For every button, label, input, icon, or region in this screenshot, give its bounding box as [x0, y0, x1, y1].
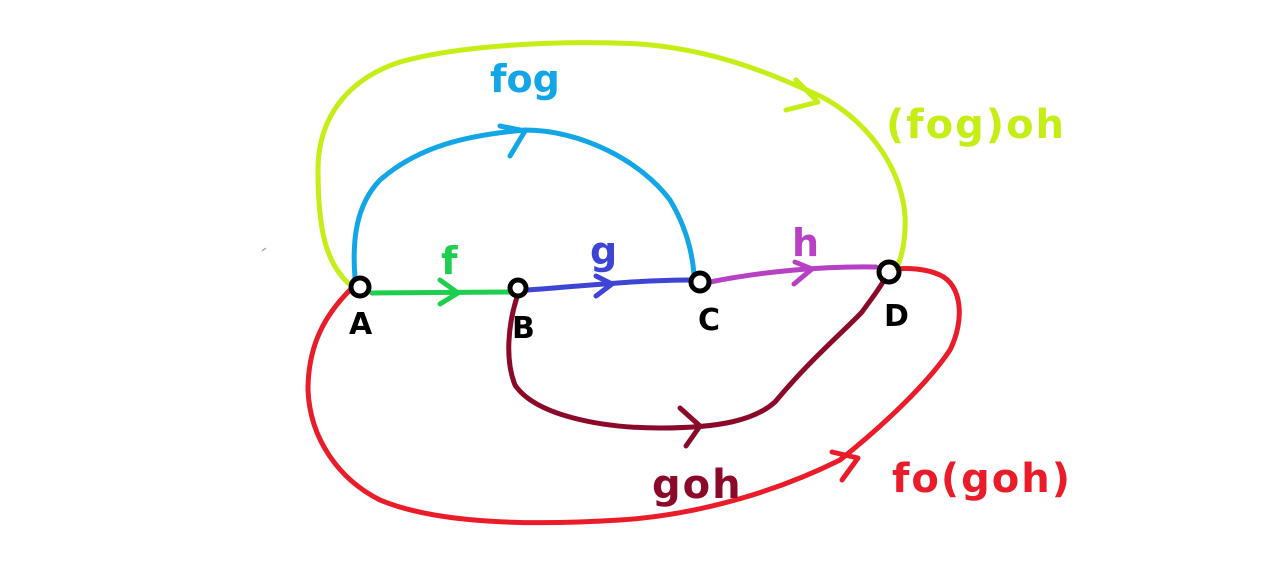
edge-fog-oh: [315, 40, 908, 286]
label-f-goh: fo(goh): [892, 456, 1072, 502]
arrow-fog: [497, 123, 528, 159]
label-g: g: [590, 229, 617, 273]
node-d-circle: [876, 259, 902, 285]
label-f: f: [441, 239, 458, 283]
arrow-g: [593, 273, 615, 299]
edge-f: [369, 289, 513, 296]
node-b-label: B: [512, 311, 535, 346]
node-d-label: D: [884, 299, 909, 334]
node-c-circle: [688, 270, 712, 294]
arrow-f: [437, 277, 461, 307]
arrow-goh: [677, 405, 703, 449]
edge-fog: [351, 127, 697, 281]
edge-h: [707, 264, 879, 285]
edge-goh: [506, 277, 887, 431]
node-b-circle: [507, 277, 529, 299]
label-fog-oh: (fog)oh: [886, 102, 1066, 148]
label-h: h: [792, 221, 819, 265]
stray-mark: [261, 247, 267, 252]
arrow-fog-oh: [783, 77, 821, 113]
label-goh: goh: [652, 462, 743, 508]
node-a-label: A: [349, 307, 373, 342]
arrow-f-goh: [829, 449, 861, 483]
edge-f-goh: [305, 266, 962, 526]
label-fog: fog: [490, 57, 560, 101]
node-c-label: C: [698, 303, 720, 338]
node-a-circle: [348, 275, 372, 299]
arrow-h: [791, 259, 815, 287]
